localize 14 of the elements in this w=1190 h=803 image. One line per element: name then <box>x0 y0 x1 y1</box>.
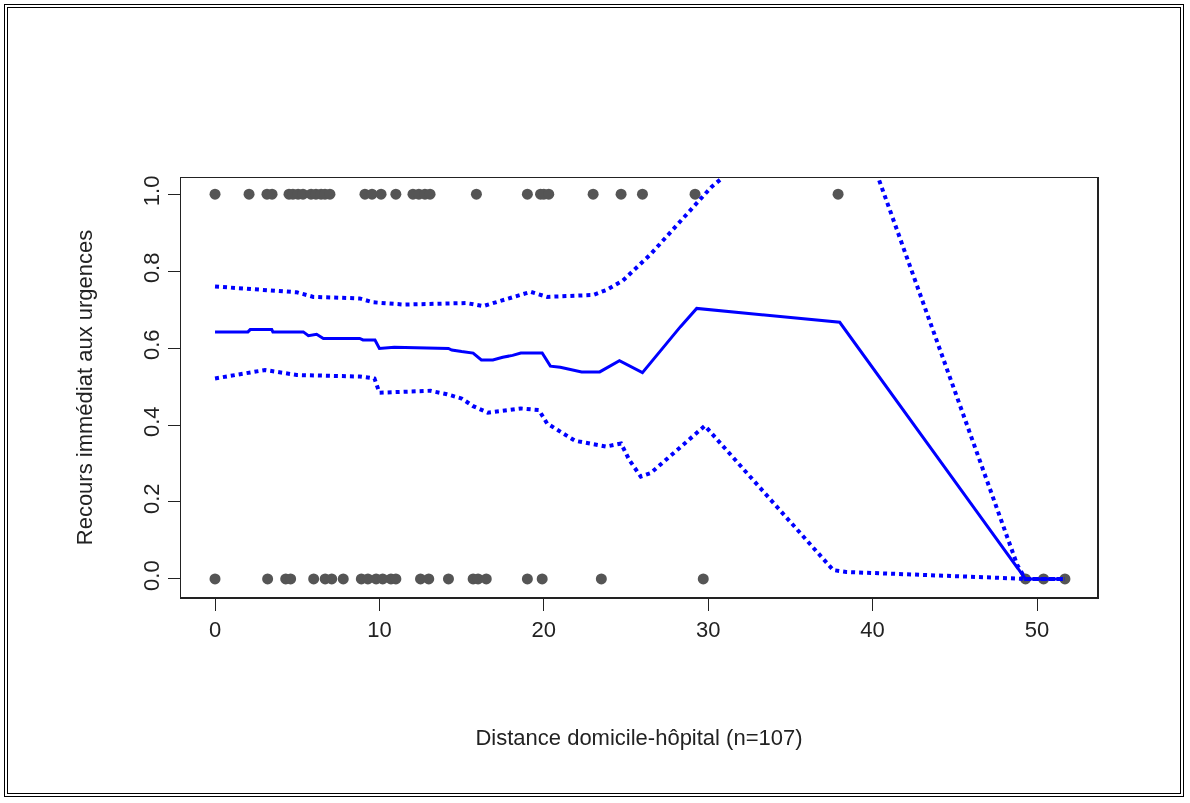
x-tick-label: 30 <box>695 616 721 642</box>
y-tick-label: 0.0 <box>138 560 164 591</box>
x-tick-label: 40 <box>860 616 885 642</box>
x-tick-label: 10 <box>367 616 392 642</box>
y-axis-title: Recours immédiat aux urgences <box>71 229 97 546</box>
y-tick-label: 1.0 <box>138 175 164 207</box>
y-tick-label: 0.8 <box>138 252 164 284</box>
y-tick-label: 0.6 <box>138 329 164 361</box>
y-tick-label: 0.4 <box>138 406 164 438</box>
x-tick-label: 20 <box>531 616 557 642</box>
x-tick-label: 0 <box>208 616 222 642</box>
x-tick-label: 50 <box>1024 616 1050 642</box>
y-tick-label: 0.2 <box>138 483 164 514</box>
x-axis-title: Distance domicile-hôpital (n=107) <box>475 724 803 750</box>
